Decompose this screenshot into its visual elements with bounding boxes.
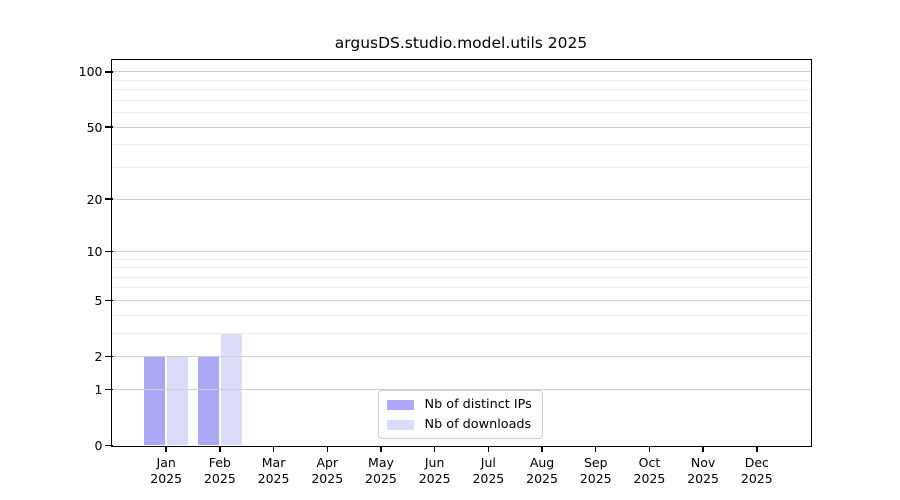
gridline-major: [112, 71, 811, 73]
y-axis-tick: [104, 444, 113, 447]
legend-item-downloads: Nb of downloads: [386, 416, 532, 433]
x-axis-tick: [326, 445, 329, 452]
bar-distinct-ips: [197, 356, 220, 446]
y-axis-tick: [104, 388, 113, 391]
x-axis-tick: [756, 445, 758, 452]
gridline-minor: [112, 144, 811, 146]
x-axis-tick: [702, 445, 704, 452]
x-tick-label: Jan 2025: [150, 454, 183, 487]
x-tick-label: Mar 2025: [257, 454, 290, 487]
x-axis-tick: [648, 445, 651, 452]
y-tick-label: 2: [94, 349, 103, 365]
gridline-minor: [112, 258, 811, 260]
legend-swatch-downloads: [386, 419, 414, 430]
bar-distinct-ips: [144, 356, 166, 446]
gridline-minor: [112, 314, 811, 316]
x-tick-label: May 2025: [365, 454, 397, 487]
x-tick-label: Jul 2025: [472, 454, 505, 487]
x-tick-label: Nov 2025: [687, 454, 720, 487]
chart-title: argusDS.studio.model.utils 2025: [334, 34, 588, 52]
x-tick-label: Jun 2025: [418, 454, 451, 487]
legend-label-downloads: Nb of downloads: [424, 417, 532, 432]
y-tick-label: 1: [94, 381, 103, 397]
gridline-minor: [112, 332, 811, 334]
gridline-minor: [112, 89, 811, 91]
x-axis-tick: [594, 445, 597, 452]
gridline-major: [112, 250, 811, 252]
x-tick-label: Feb 2025: [203, 454, 236, 487]
gridline-major: [112, 126, 811, 128]
y-axis-tick: [104, 198, 113, 200]
legend-swatch-distinct-ips: [386, 399, 414, 410]
y-axis-tick: [104, 126, 113, 128]
x-axis-tick: [165, 445, 167, 452]
gridline-minor: [112, 267, 811, 269]
y-tick-label: 50: [86, 119, 103, 135]
gridline-major: [112, 388, 811, 390]
y-axis-tick: [104, 299, 113, 302]
gridline-minor: [112, 79, 811, 81]
x-axis-tick: [272, 445, 275, 452]
gridline-minor: [112, 112, 811, 114]
gridline-minor: [112, 276, 811, 278]
gridline-minor: [112, 99, 811, 101]
y-tick-label: 5: [94, 292, 103, 308]
y-tick-label: 20: [86, 191, 103, 207]
y-tick-label: 100: [78, 64, 103, 80]
x-axis-tick: [433, 445, 436, 452]
x-tick-label: Aug 2025: [526, 454, 558, 487]
y-axis-tick: [104, 250, 113, 253]
x-axis-tick: [541, 445, 543, 452]
x-axis-tick: [219, 445, 221, 452]
y-axis-tick: [104, 71, 113, 73]
x-tick-label: Apr 2025: [311, 454, 344, 487]
gridline-minor: [112, 287, 811, 289]
y-axis-tick: [104, 355, 113, 358]
x-axis-tick: [487, 445, 490, 452]
x-tick-label: Oct 2025: [633, 454, 666, 487]
y-tick-label: 0: [94, 438, 103, 453]
gridline-major: [112, 356, 811, 358]
plot-area: Nb of distinct IPs Nb of downloads 0 1 2 5 1…: [79, 58, 812, 486]
bar-downloads: [166, 356, 189, 446]
x-axis-tick: [380, 445, 382, 452]
x-tick-label: Dec 2025: [740, 454, 773, 487]
legend-item-distinct-ips: Nb of distinct IPs: [386, 396, 532, 413]
y-tick-label: 10: [86, 243, 103, 259]
gridline-minor: [112, 167, 811, 169]
x-tick-label: Sep 2025: [579, 454, 612, 487]
legend-label-distinct-ips: Nb of distinct IPs: [424, 397, 532, 412]
legend: Nb of distinct IPs Nb of downloads: [377, 390, 543, 439]
gridline-major: [112, 299, 811, 301]
gridline-major: [112, 198, 811, 200]
